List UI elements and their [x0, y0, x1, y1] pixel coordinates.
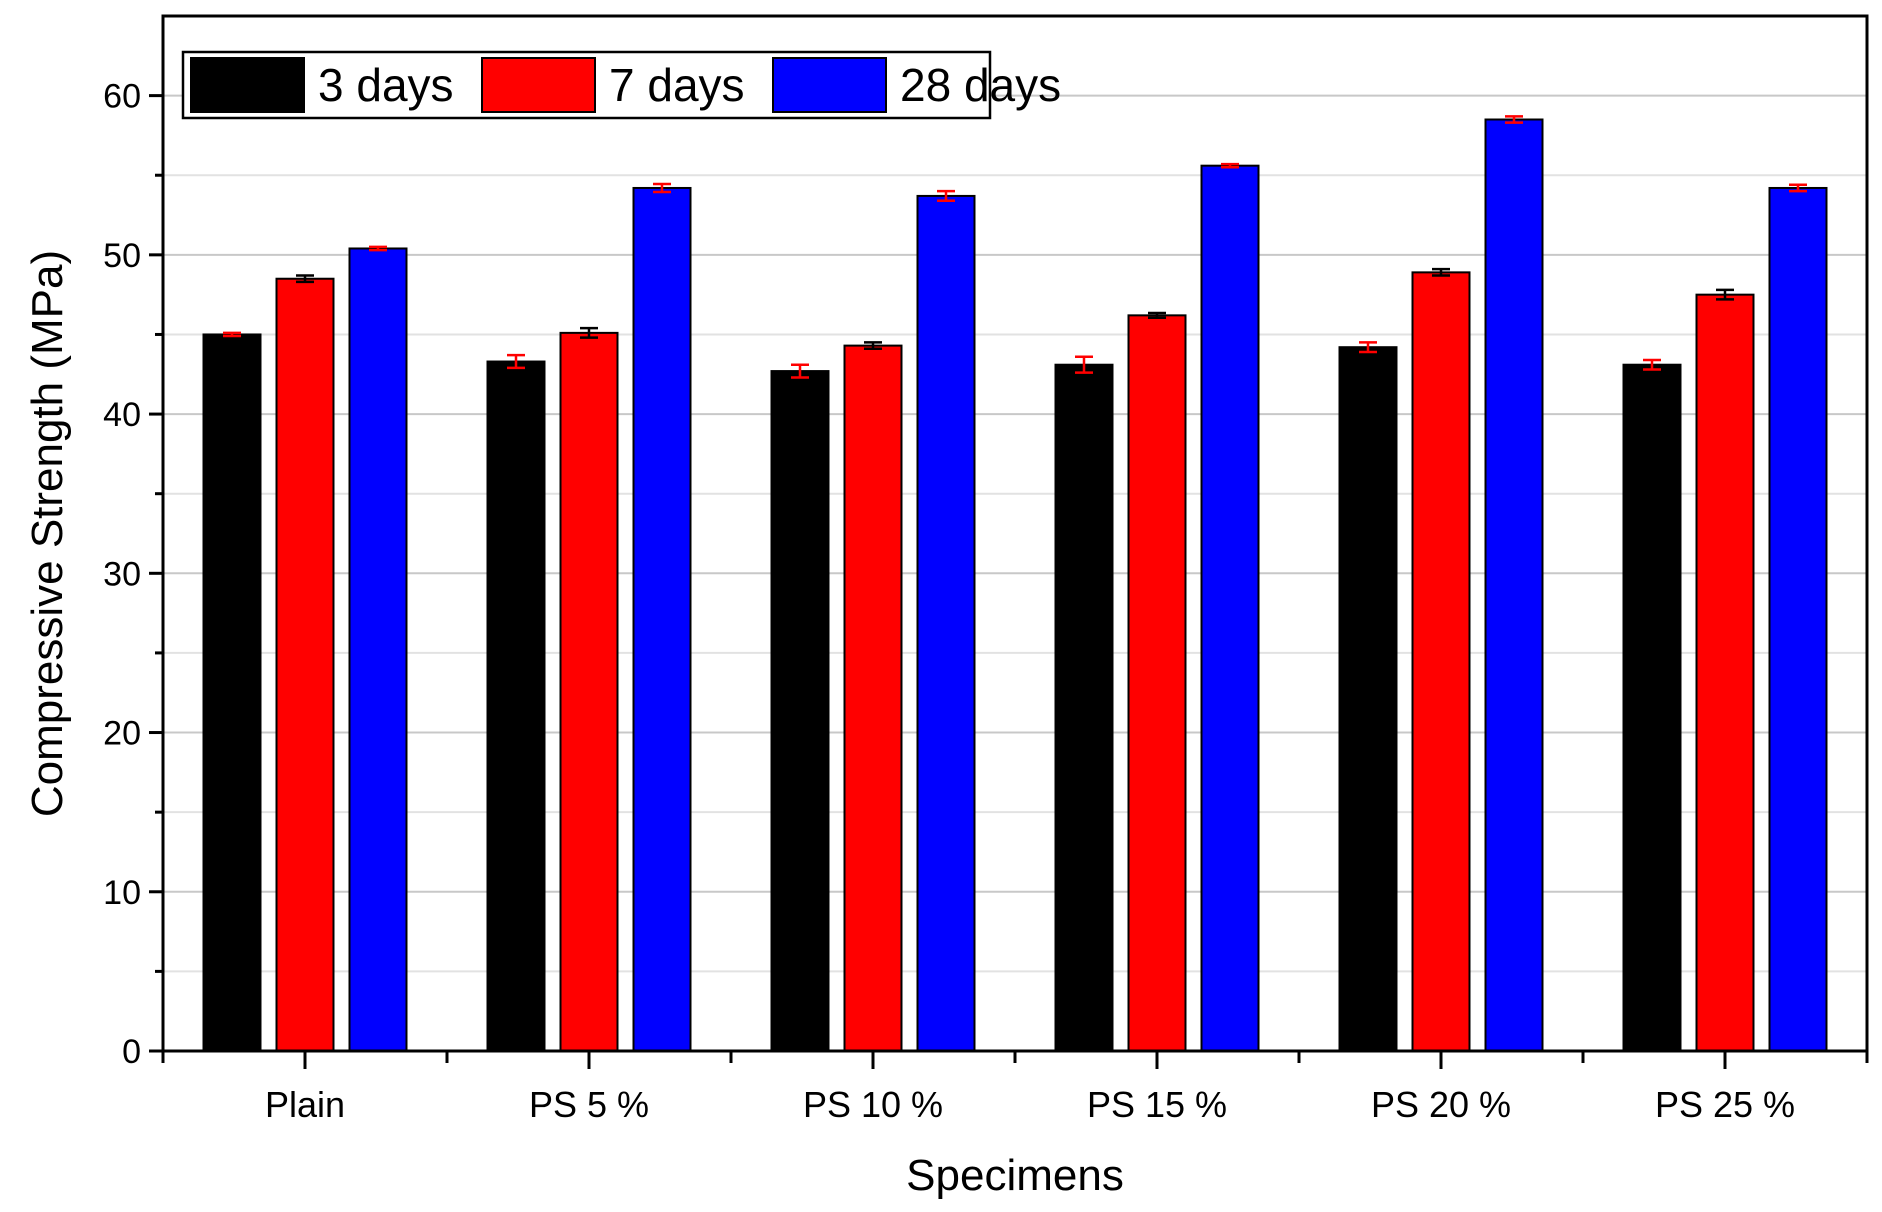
legend: 3 days 7 days 28 days — [181, 50, 1061, 120]
bar-28-days-3 — [1200, 164, 1260, 1052]
bar-3-days-5 — [1622, 363, 1682, 1052]
bar-7-days-1 — [559, 331, 619, 1053]
y-tick-label: 40 — [103, 396, 141, 434]
y-tick-label: 30 — [103, 555, 141, 593]
x-tick-label: PS 15 % — [1087, 1084, 1227, 1125]
x-tick-label: PS 10 % — [803, 1084, 943, 1125]
x-tick-label: Plain — [265, 1084, 345, 1125]
y-tick-label: 60 — [103, 78, 141, 116]
x-tick-label: PS 5 % — [529, 1084, 649, 1125]
bar-28-days-4 — [1484, 118, 1544, 1052]
bar-28-days-5 — [1768, 186, 1828, 1052]
bar-7-days-3 — [1127, 314, 1187, 1053]
legend-label: 3 days — [318, 59, 454, 111]
y-tick-label: 0 — [122, 1033, 141, 1071]
y-tick-label: 20 — [103, 715, 141, 753]
bar-7-days-2 — [843, 344, 903, 1053]
gridlines — [163, 94, 1867, 973]
y-tick-label: 10 — [103, 874, 141, 912]
bar-28-days-2 — [916, 194, 976, 1052]
bar-3-days-1 — [486, 360, 546, 1052]
bars-group — [202, 118, 1828, 1053]
bar-7-days-0 — [275, 277, 335, 1052]
legend-swatch-7-days — [481, 57, 596, 113]
bar-7-days-5 — [1695, 293, 1755, 1052]
bar-3-days-4 — [1338, 346, 1398, 1052]
x-tick-label: PS 25 % — [1655, 1084, 1795, 1125]
bar-28-days-1 — [632, 186, 692, 1052]
x-tick-label: PS 20 % — [1371, 1084, 1511, 1125]
y-tick-label: 50 — [103, 237, 141, 275]
x-axis-title: Specimens — [906, 1151, 1124, 1200]
bar-3-days-2 — [770, 370, 830, 1053]
legend-label: 7 days — [609, 59, 745, 111]
errorbars-group — [223, 115, 1807, 379]
bar-7-days-4 — [1411, 271, 1471, 1053]
legend-label: 28 days — [900, 59, 1061, 111]
axes-group: 0 10 20 30 40 50 60 Plain PS 5 % PS 10 % PS 15 % PS… — [103, 78, 1869, 1125]
bar-3-days-3 — [1054, 363, 1114, 1052]
y-axis-title: Compressive Strength (MPa) — [23, 250, 72, 817]
legend-swatch-28-days — [772, 57, 887, 113]
legend-swatch-3-days — [190, 57, 305, 113]
bar-3-days-0 — [202, 333, 262, 1052]
bar-28-days-0 — [348, 247, 408, 1052]
